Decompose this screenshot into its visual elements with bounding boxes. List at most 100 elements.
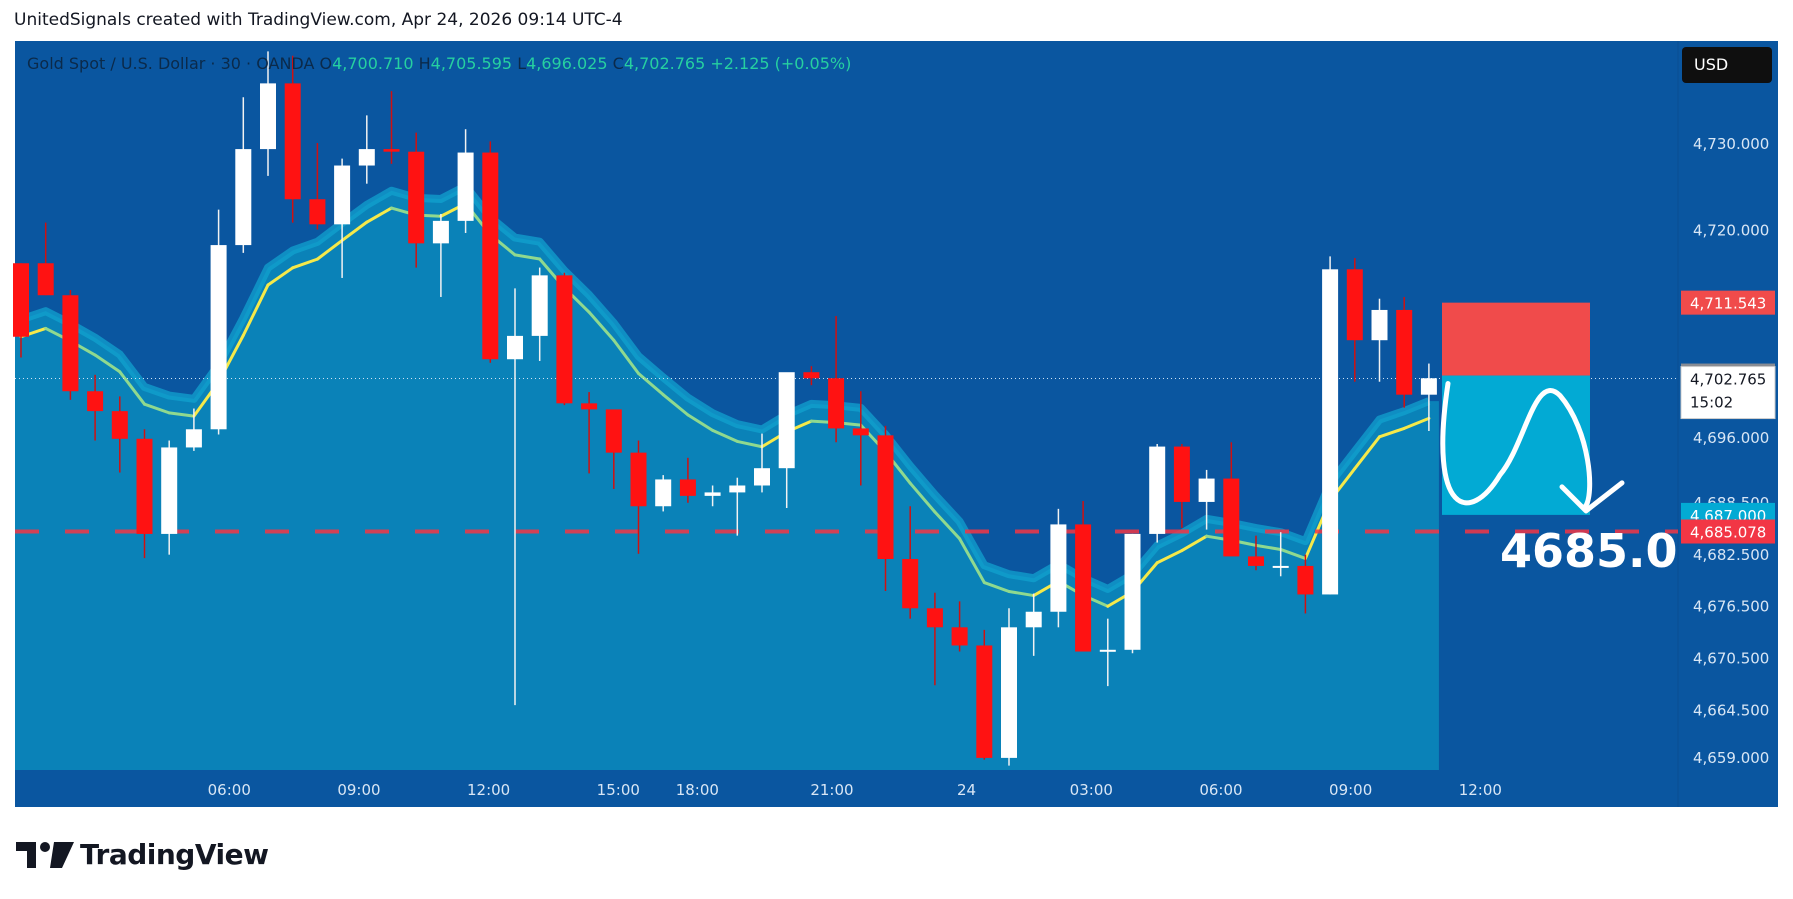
price-badge-text: 4,711.543: [1690, 295, 1766, 313]
ema-segment: [291, 257, 319, 270]
ema-segment: [1378, 426, 1406, 439]
last-price-badge: [1680, 366, 1776, 420]
arrow-head-icon: [1559, 480, 1625, 514]
candle-body: [926, 608, 943, 628]
candle-body: [334, 165, 351, 225]
candle: [976, 629, 993, 760]
candle-body: [556, 275, 573, 404]
symbol-name: Gold Spot / U.S. Dollar · 30 · OANDA: [27, 54, 315, 73]
ema-segment: [118, 370, 146, 406]
ema-segment: [612, 338, 640, 375]
change-value: +2.125 (+0.05%): [710, 54, 852, 73]
x-tick-label: 03:00: [1070, 781, 1113, 799]
candle-body: [1396, 309, 1413, 395]
candle-body: [185, 429, 202, 448]
y-tick-label: 4,659.000: [1693, 749, 1769, 767]
candle: [284, 55, 301, 223]
y-tick-label: 4,670.500: [1693, 650, 1769, 668]
candle-body: [13, 263, 29, 337]
candle-body: [309, 199, 326, 225]
x-tick-label: 06:00: [208, 781, 251, 799]
price-badge: [1681, 519, 1775, 544]
candle: [605, 409, 622, 489]
candle: [556, 272, 573, 406]
x-tick-label: 24: [957, 781, 976, 799]
candle: [37, 222, 54, 296]
candle-body: [1025, 611, 1042, 628]
candle-body: [1297, 565, 1314, 595]
candle-body: [37, 263, 54, 296]
candle-body: [1420, 378, 1437, 395]
candle-body: [1198, 478, 1215, 502]
candle-body: [235, 149, 252, 246]
tradingview-logo-icon: [16, 841, 74, 868]
candle-body: [136, 438, 153, 534]
candle-body: [358, 149, 375, 166]
candle: [210, 209, 227, 435]
candle: [1371, 298, 1388, 382]
candle-body: [803, 372, 820, 379]
candle-body: [1173, 446, 1190, 502]
candle: [1396, 296, 1413, 408]
candle: [432, 213, 449, 297]
candle-body: [679, 479, 696, 496]
ema-segment: [908, 481, 937, 514]
x-tick-label: 09:00: [1329, 781, 1372, 799]
candle: [1223, 442, 1240, 557]
candle: [1025, 593, 1042, 656]
y-tick-label: 4,730.000: [1693, 135, 1769, 153]
candle: [1420, 363, 1437, 432]
candle-body: [976, 645, 993, 758]
candle-body: [902, 558, 919, 609]
currency-button[interactable]: USD: [1682, 47, 1772, 83]
candle: [1124, 533, 1141, 654]
candle: [408, 132, 425, 268]
ema-segment: [1155, 549, 1184, 565]
ema-segment: [587, 310, 616, 342]
candle-body: [655, 479, 672, 507]
ema-segment: [340, 220, 369, 242]
ema-segment: [1254, 543, 1283, 551]
x-tick-label: 18:00: [676, 781, 719, 799]
candle-body: [161, 447, 178, 534]
x-tick-label: 06:00: [1199, 781, 1242, 799]
high-value: 4,705.595: [430, 54, 513, 73]
ema-segment: [266, 266, 295, 287]
band-line: [19, 182, 1431, 593]
candle: [111, 396, 128, 473]
close-value: 4,702.765: [623, 54, 706, 73]
candle: [852, 391, 869, 486]
low-value: 4,696.025: [526, 54, 608, 73]
chart-credit: UnitedSignals created with TradingView.c…: [14, 10, 623, 30]
candle: [1322, 256, 1339, 595]
candle-body: [482, 152, 499, 360]
candle: [704, 485, 721, 507]
candle: [1248, 535, 1264, 571]
candle: [679, 457, 696, 503]
candle: [531, 267, 548, 361]
tradingview-wordmark: TradingView: [80, 838, 269, 871]
hand-drawn-curve: [1440, 381, 1593, 510]
price-label-line: 4,685.078: [1681, 519, 1775, 544]
ema-segment: [1353, 435, 1381, 471]
y-tick-label: 4,696.000: [1693, 429, 1769, 447]
price-badge-text: 4,685.078: [1690, 524, 1766, 542]
candle-body: [852, 428, 869, 436]
candle-body: [1223, 478, 1240, 557]
candle: [754, 433, 770, 493]
candle-body: [828, 378, 845, 429]
open-value: 4,700.710: [332, 54, 414, 73]
candle: [877, 425, 894, 591]
candle-body: [284, 83, 301, 200]
candle: [87, 374, 104, 441]
ema-segment: [143, 402, 171, 415]
candle: [902, 506, 919, 619]
target-annotation: 4685.0: [1500, 524, 1678, 578]
ema-segment: [1180, 534, 1209, 553]
candle-body: [383, 149, 400, 152]
candle: [358, 115, 375, 184]
candle-body: [1322, 269, 1339, 595]
ema-segment: [686, 413, 715, 432]
candle: [1297, 554, 1314, 614]
